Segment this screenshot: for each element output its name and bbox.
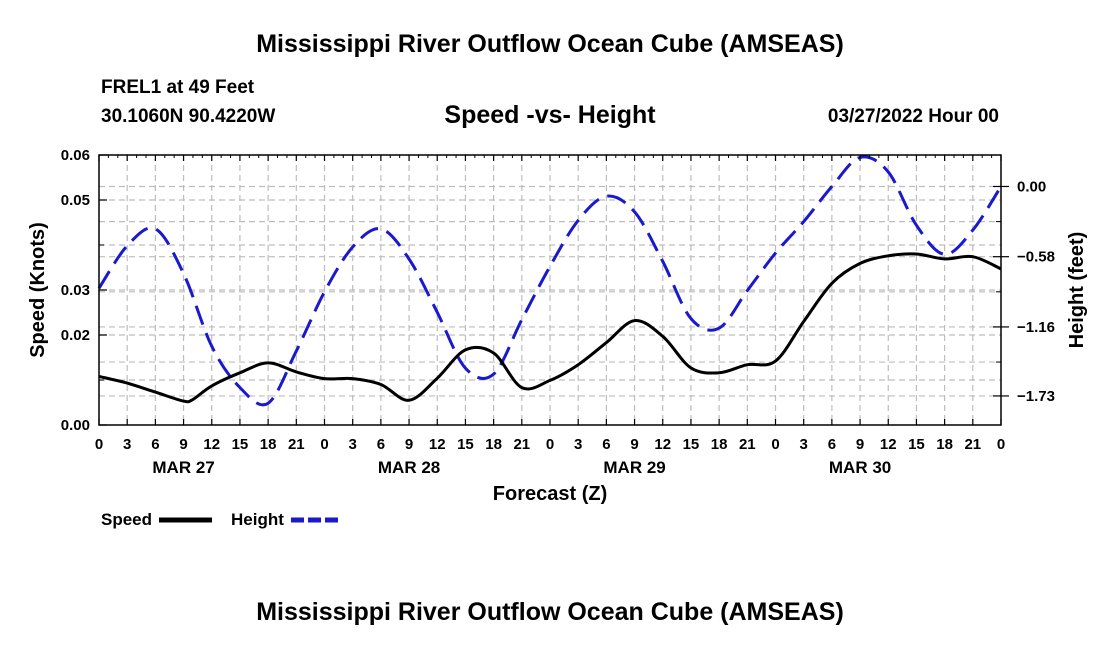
bottom-title: Mississippi River Outflow Ocean Cube (AM… xyxy=(256,598,844,626)
station-label: FREL1 at 49 Feet xyxy=(101,77,255,98)
speed-series-line xyxy=(98,252,1002,404)
x-tick-label: 9 xyxy=(856,436,864,453)
y2-axis-label: Height (feet) xyxy=(1066,232,1088,349)
x-tick-label: 3 xyxy=(123,436,131,453)
x-tick-label: 15 xyxy=(683,436,700,453)
y-axis-label: Speed (Knots) xyxy=(27,222,49,358)
day-label: MAR 28 xyxy=(378,458,440,477)
x-tick-label: 15 xyxy=(908,436,925,453)
main-title: Mississippi River Outflow Ocean Cube (AM… xyxy=(256,30,844,58)
x-tick-label: 12 xyxy=(203,436,220,453)
height-series-line xyxy=(97,155,1003,407)
x-tick-label: 3 xyxy=(800,436,808,453)
grid-layer xyxy=(99,155,1001,425)
x-tick-label: 9 xyxy=(630,436,638,453)
day-label: MAR 29 xyxy=(603,458,665,477)
x-tick-label: 3 xyxy=(574,436,582,453)
coordinates-label: 30.1060N 90.4220W xyxy=(101,106,276,127)
y2-tick-label: −1.16 xyxy=(1017,319,1055,336)
y-tick-label: 0.03 xyxy=(61,282,90,299)
chart-subtitle: Speed -vs- Height xyxy=(444,101,656,129)
y-tick-label: 0.02 xyxy=(61,327,90,344)
x-tick-label: 21 xyxy=(964,436,981,453)
x-tick-label: 18 xyxy=(485,436,502,453)
y-tick-label: 0.00 xyxy=(61,417,90,434)
legend-speed-label: Speed xyxy=(101,510,152,529)
x-tick-label: 12 xyxy=(880,436,897,453)
x-tick-label: 18 xyxy=(936,436,953,453)
x-tick-label: 15 xyxy=(457,436,474,453)
x-tick-label: 6 xyxy=(377,436,385,453)
x-tick-label: 15 xyxy=(232,436,249,453)
x-tick-label: 0 xyxy=(997,436,1005,453)
x-axis-label: Forecast (Z) xyxy=(493,483,607,505)
x-tick-label: 6 xyxy=(602,436,610,453)
x-tick-label: 18 xyxy=(260,436,277,453)
legend: Speed Height xyxy=(101,510,342,529)
x-tick-label: 9 xyxy=(405,436,413,453)
labels-layer: 0 3 6 9 12 15 18 21 0 3 6 9 12 15 18 21 0 3 6 9 12 15 18 21 0 3 6 9… xyxy=(61,147,1055,477)
y2-tick-label: −1.73 xyxy=(1017,388,1055,405)
x-tick-label: 0 xyxy=(95,436,103,453)
x-tick-label: 6 xyxy=(828,436,836,453)
day-label: MAR 30 xyxy=(829,458,891,477)
y2-tick-label: 0.00 xyxy=(1017,178,1046,195)
x-tick-label: 12 xyxy=(429,436,446,453)
ticks-layer xyxy=(98,154,1009,426)
y-tick-label: 0.06 xyxy=(61,147,90,164)
y-tick-label: 0.05 xyxy=(61,192,90,209)
series-layer xyxy=(97,155,1003,407)
x-tick-label: 12 xyxy=(654,436,671,453)
x-tick-label: 21 xyxy=(739,436,756,453)
x-tick-label: 18 xyxy=(711,436,728,453)
x-tick-label: 3 xyxy=(349,436,357,453)
x-tick-label: 6 xyxy=(151,436,159,453)
x-tick-label: 21 xyxy=(513,436,530,453)
x-tick-label: 0 xyxy=(546,436,554,453)
x-tick-label: 0 xyxy=(771,436,779,453)
y2-tick-label: −0.58 xyxy=(1017,249,1055,266)
day-label: MAR 27 xyxy=(152,458,214,477)
x-tick-label: 9 xyxy=(179,436,187,453)
x-tick-label: 21 xyxy=(288,436,305,453)
legend-height-label: Height xyxy=(231,510,284,529)
x-tick-label: 0 xyxy=(320,436,328,453)
forecast-datetime: 03/27/2022 Hour 00 xyxy=(827,106,999,127)
